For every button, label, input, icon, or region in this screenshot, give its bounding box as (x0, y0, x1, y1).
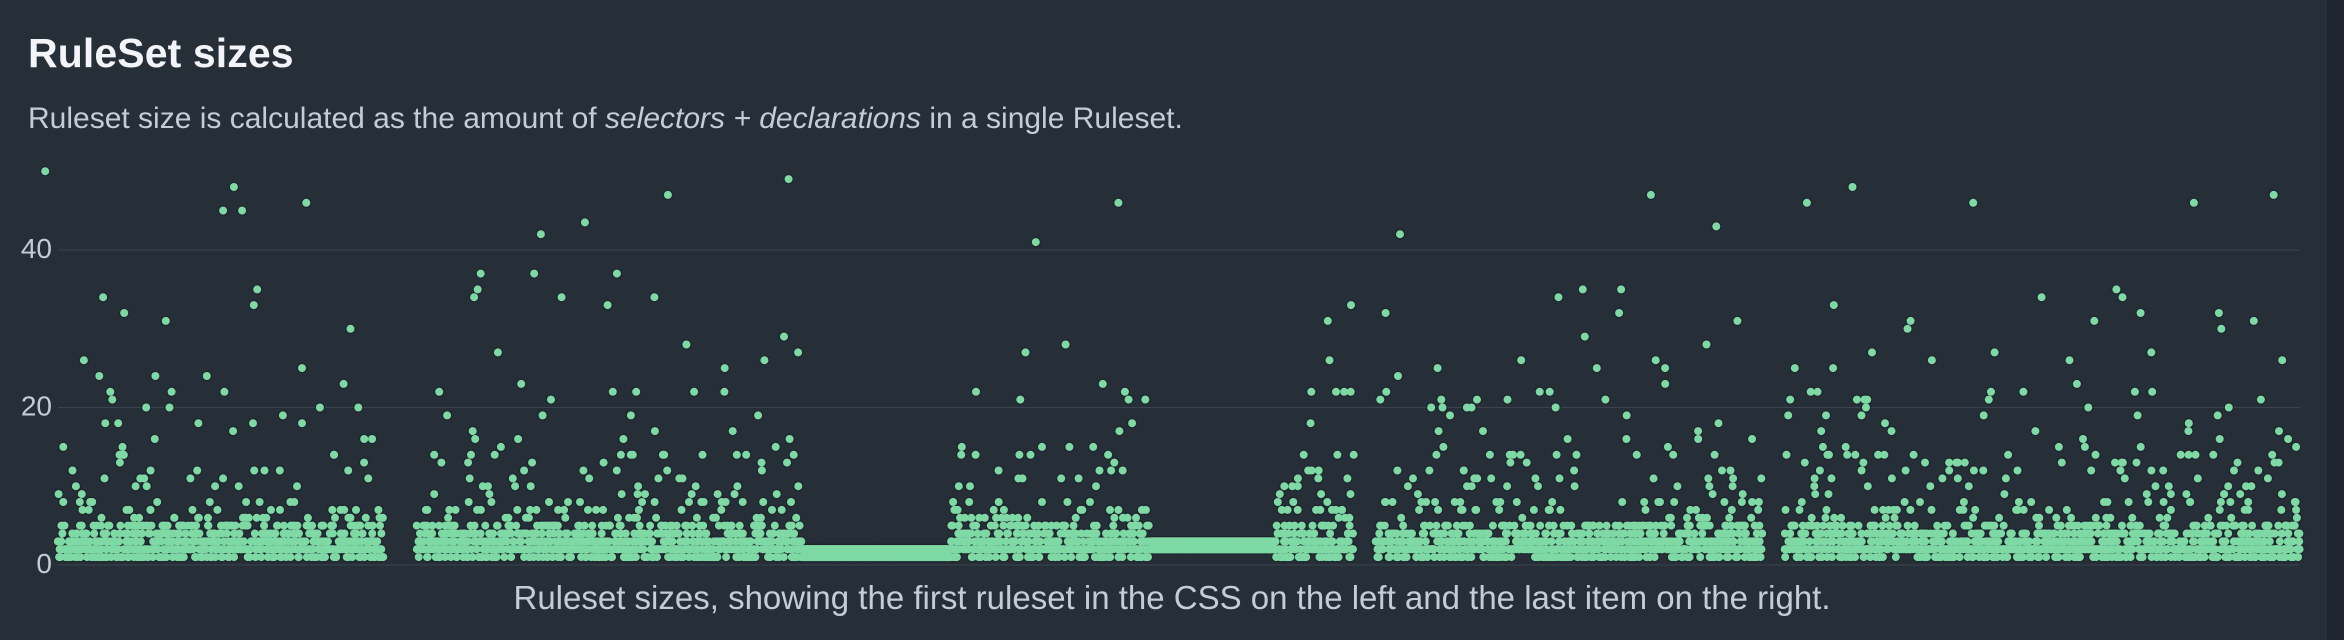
svg-text:40: 40 (21, 233, 52, 264)
svg-text:0: 0 (36, 548, 52, 579)
svg-text:20: 20 (21, 391, 52, 422)
